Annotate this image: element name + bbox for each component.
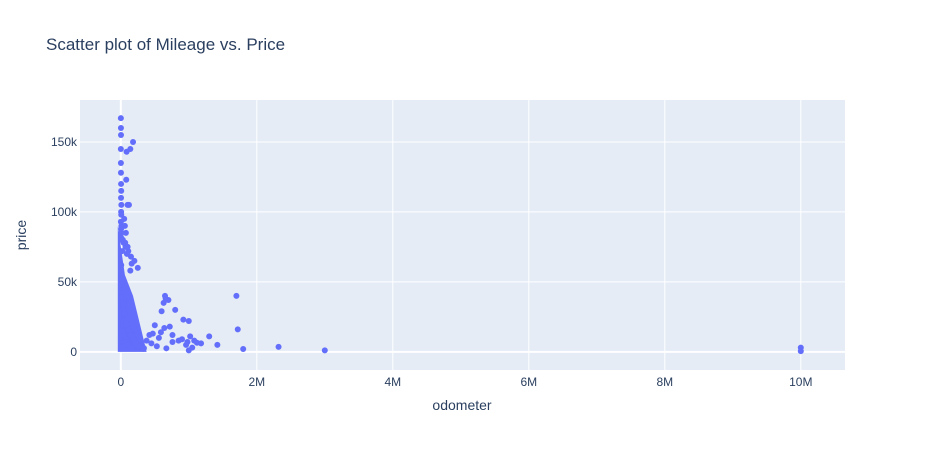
data-point: [128, 260, 135, 267]
data-point: [125, 248, 132, 255]
data-point: [148, 340, 155, 347]
y-tick-label: 100k: [51, 205, 78, 219]
grid-lines: [80, 100, 845, 370]
data-point: [119, 290, 126, 297]
data-point: [118, 211, 125, 218]
x-tick-label: 4M: [384, 375, 401, 389]
data-point: [120, 301, 127, 308]
data-point: [123, 176, 130, 183]
data-point: [185, 347, 192, 354]
data-point: [180, 316, 187, 323]
data-point: [130, 138, 137, 145]
data-point: [127, 145, 134, 152]
data-point: [179, 336, 185, 343]
x-tick-label: 2M: [248, 375, 265, 389]
y-tick-label: 50k: [58, 275, 78, 289]
data-point: [149, 330, 156, 337]
data-points: [117, 115, 804, 355]
data-point: [130, 336, 137, 343]
data-point: [169, 339, 176, 346]
data-point: [163, 345, 170, 352]
data-point: [118, 201, 125, 208]
data-point: [125, 201, 132, 208]
data-point: [118, 180, 125, 187]
data-point: [118, 194, 125, 201]
data-point: [234, 326, 241, 333]
data-point: [214, 341, 221, 348]
data-point: [140, 345, 147, 352]
data-point: [797, 348, 804, 355]
data-point: [121, 310, 128, 317]
data-point: [117, 124, 124, 131]
data-point: [122, 229, 129, 236]
data-point: [127, 267, 134, 274]
y-tick-label: 0: [70, 345, 77, 359]
x-axis-ticks: 0 2M 4M 6M 8M 10M: [117, 375, 812, 389]
data-point: [157, 329, 164, 336]
data-point: [119, 294, 126, 301]
data-point: [119, 236, 126, 243]
data-point: [117, 115, 124, 122]
data-point: [158, 308, 165, 315]
data-point: [162, 295, 169, 302]
data-point: [240, 346, 247, 353]
data-point: [187, 333, 194, 340]
data-point: [121, 222, 128, 229]
data-point: [184, 339, 191, 346]
x-tick-label: 0: [117, 375, 124, 389]
data-point: [117, 145, 124, 152]
data-point: [169, 332, 176, 339]
y-axis-ticks: 0 50k 100k 150k: [51, 135, 78, 359]
data-point: [172, 306, 179, 313]
data-point: [121, 215, 128, 222]
data-point: [117, 169, 124, 176]
plot-area: [80, 100, 845, 370]
y-axis-title: price: [13, 220, 29, 251]
x-tick-label: 6M: [520, 375, 537, 389]
data-point: [321, 347, 328, 354]
data-point: [118, 187, 125, 194]
data-point: [117, 159, 124, 166]
y-tick-label: 150k: [51, 135, 78, 149]
x-axis-title: odometer: [432, 397, 491, 413]
data-point: [275, 343, 282, 350]
data-point: [118, 281, 125, 288]
data-point: [125, 326, 132, 333]
data-point: [118, 262, 125, 269]
data-point: [185, 318, 192, 325]
data-point: [161, 325, 168, 332]
data-point: [206, 333, 213, 340]
data-point: [198, 340, 205, 347]
data-point: [233, 292, 240, 299]
data-point: [119, 248, 126, 255]
data-point: [153, 343, 160, 350]
x-tick-label: 8M: [656, 375, 673, 389]
data-point: [124, 321, 131, 328]
data-point: [166, 323, 173, 330]
x-tick-label: 10M: [789, 375, 812, 389]
data-point: [118, 131, 125, 138]
data-point: [118, 344, 125, 351]
data-point: [151, 322, 158, 329]
data-point: [119, 276, 126, 283]
data-point: [143, 337, 150, 344]
chart-title: Scatter plot of Mileage vs. Price: [46, 35, 285, 54]
data-point: [134, 264, 141, 271]
data-point: [155, 334, 162, 341]
